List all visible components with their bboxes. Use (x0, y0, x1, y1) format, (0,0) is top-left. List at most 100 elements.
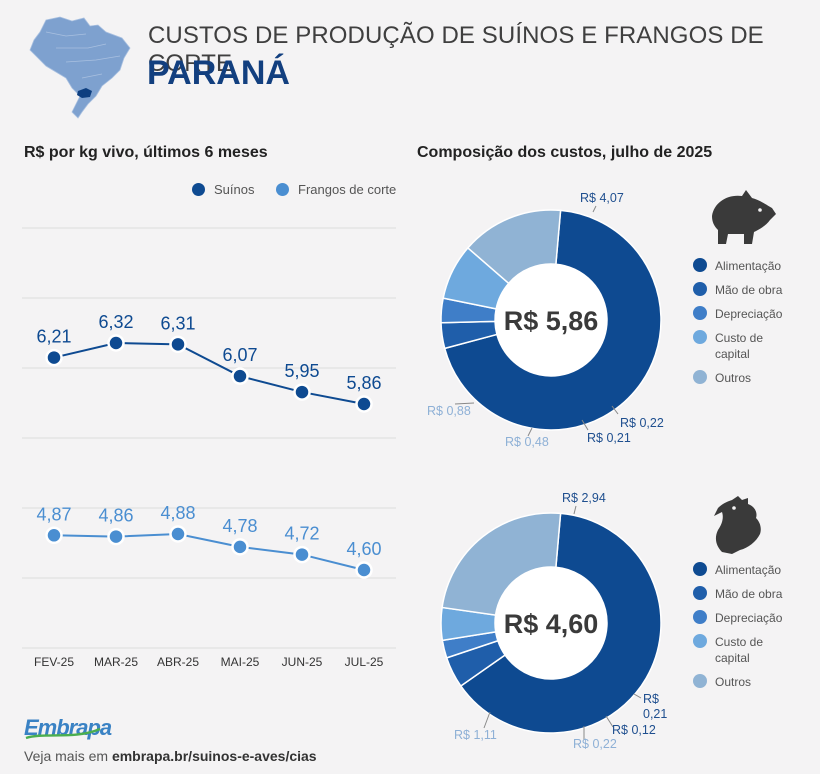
donut2-value-label: R$ 0,21 (643, 692, 667, 721)
x-tick-label: FEV-25 (34, 655, 74, 669)
legend-label: Outros (715, 675, 752, 689)
donut1-legend-mao-de-obra: Mão de obra (693, 282, 795, 298)
data-point[interactable] (107, 527, 125, 546)
legend-swatch (693, 634, 707, 648)
donut2-legend-alimentacao: Alimentação (693, 562, 795, 578)
data-point[interactable] (231, 367, 249, 385)
donut-chart-title: Composição dos custos, julho de 2025 (417, 144, 713, 161)
embrapa-logo[interactable]: Embrapa (24, 713, 114, 741)
legend-label: Alimentação (715, 563, 782, 577)
legend-suinos-swatch (192, 183, 205, 196)
data-label: 6,31 (160, 313, 195, 333)
donut1-value-label: R$ 0,88 (427, 404, 471, 418)
data-label: 5,86 (346, 373, 381, 393)
chicken-icon (714, 496, 761, 554)
data-label: 4,87 (36, 504, 71, 524)
x-tick-label: ABR-25 (157, 655, 199, 669)
footer-link[interactable]: embrapa.br/suinos-e-aves/cias (111, 748, 317, 764)
data-label: 4,60 (346, 539, 381, 559)
data-label: 4,78 (222, 516, 257, 536)
donut2-value-label: R$ 1,11 (454, 728, 497, 742)
data-point[interactable] (107, 334, 125, 352)
donut2-legend-custo-capital: Custo de capital (693, 634, 795, 666)
legend-label: Mão de obra (715, 283, 783, 297)
donut1-value-label: R$ 0,22 (620, 416, 664, 430)
legend-swatch (693, 330, 707, 344)
series-line-suinos (53, 341, 365, 405)
data-label: 6,32 (98, 312, 133, 332)
data-point[interactable] (293, 545, 311, 564)
donut2-leader-line (483, 711, 491, 729)
donut1-center (495, 264, 607, 376)
parana-highlight (77, 88, 92, 98)
x-tick-label: MAR-25 (94, 655, 138, 669)
donut1-leader-line (527, 427, 533, 437)
donut1-value-label: R$ 0,48 (505, 435, 549, 449)
pig-icon (712, 190, 776, 244)
donut2-legend: Alimentação Mão de obra Depreciação Cust… (693, 562, 795, 690)
header: CUSTOS DE PRODUÇÃO DE SUÍNOS E FRANGOS D… (0, 0, 820, 120)
x-tick-label: MAI-25 (221, 655, 260, 669)
data-point[interactable] (355, 395, 373, 413)
donut2-leader-line (605, 715, 614, 728)
donut2-value-label: R$ 0,12 (612, 723, 656, 737)
donut1-legend: Alimentação Mão de obra Depreciação Cust… (693, 258, 795, 386)
donut1-total-label: R$ 5,86 (504, 306, 599, 336)
footer-prefix: Veja mais em (24, 748, 109, 764)
data-label: 6,07 (222, 345, 257, 365)
donut1-leader-line (454, 402, 475, 405)
data-label: 4,86 (98, 506, 133, 526)
donut2-total-label: R$ 4,60 (504, 609, 599, 639)
data-point[interactable] (169, 335, 187, 354)
donut2-legend-mao-de-obra: Mão de obra (693, 586, 795, 602)
donut2-legend-depreciacao: Depreciação (693, 610, 795, 626)
data-label: 4,72 (284, 524, 319, 544)
donut2-center (495, 567, 607, 679)
legend-label: Mão de obra (715, 587, 783, 601)
donut1-leader-line (592, 205, 597, 213)
data-label: 6,21 (36, 327, 71, 347)
data-point[interactable] (45, 348, 63, 367)
data-point[interactable] (231, 538, 249, 556)
x-tick-label: JUN-25 (282, 655, 323, 669)
legend-swatch (693, 586, 707, 600)
line-chart: 6,21 6,32 6,31 6,07 5,95 5,86 4,87 4,86 4,88 4,78… (22, 227, 396, 669)
legend-label: Custo de capital (715, 331, 764, 361)
legend-swatch (693, 306, 707, 320)
donut2-leader-line (573, 505, 577, 515)
brazil-map-icon (29, 16, 131, 119)
data-label: 5,95 (284, 361, 319, 381)
donut1-leader-line (611, 405, 619, 415)
legend-label: Depreciação (715, 611, 783, 625)
donut2-value-label: R$ 2,94 (562, 491, 606, 505)
series-line-frangos (53, 532, 365, 571)
donut1-legend-custo-capital: Custo de capital (693, 330, 795, 362)
donut2-leader-line (633, 693, 642, 699)
data-point[interactable] (169, 525, 187, 543)
donut1-legend-outros: Outros (693, 370, 795, 386)
donut1-leader-line (581, 419, 589, 431)
data-point[interactable] (293, 383, 311, 401)
page-supertitle: CUSTOS DE PRODUÇÃO DE SUÍNOS E FRANGOS D… (148, 22, 764, 77)
donut2-value-label: R$ 0,22 (573, 737, 617, 751)
legend-suinos: Suínos (192, 182, 254, 197)
legend-swatch (693, 282, 707, 296)
data-point[interactable] (355, 561, 373, 579)
legend-frangos: Frangos de corte (276, 182, 396, 197)
legend-swatch (693, 610, 707, 624)
legend-label: Outros (715, 371, 752, 385)
line-chart-title: R$ por kg vivo, últimos 6 meses (24, 144, 268, 161)
donut1-value-label: R$ 4,07 (580, 191, 624, 205)
legend-label: Custo de capital (715, 635, 764, 665)
x-tick-label: JUL-25 (345, 655, 384, 669)
legend-swatch (693, 674, 707, 688)
donut2-legend-outros: Outros (693, 674, 795, 690)
data-point[interactable] (45, 526, 63, 545)
embrapa-logo-swoosh (25, 727, 101, 740)
data-label: 4,88 (160, 503, 195, 523)
legend-frangos-swatch (276, 183, 289, 196)
donut1-value-label: R$ 0,21 (587, 431, 631, 445)
donut1-legend-alimentacao: Alimentação (693, 258, 795, 274)
donut-chart-suinos: R$ 5,86 R$ 4,07 R$ 0,22R$ 0,21 R$ 0,48 R$ 0,… (427, 191, 664, 449)
